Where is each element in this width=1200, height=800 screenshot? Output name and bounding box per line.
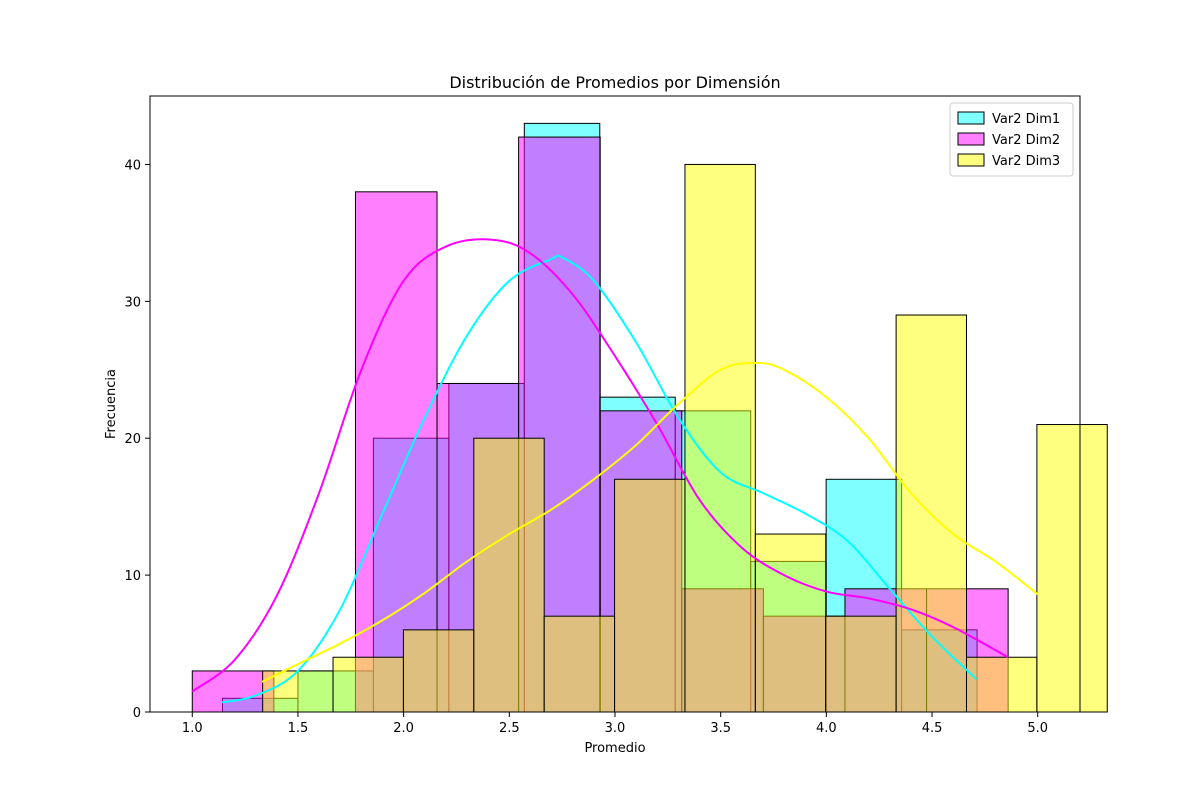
- legend-swatch: [957, 132, 985, 146]
- bars-layer: [191, 122, 1108, 713]
- x-tick-label: 4.0: [816, 721, 837, 736]
- series-3-bar: [543, 615, 616, 713]
- series-3-bar: [754, 533, 827, 713]
- y-tick-label: 10: [124, 569, 141, 584]
- series-3-bars: [262, 163, 1108, 713]
- legend: Var2 Dim1 Var2 Dim2 Var2 Dim3: [949, 102, 1074, 177]
- x-axis-label: Promedio: [584, 741, 645, 756]
- y-axis-label: Frecuencia: [104, 369, 119, 439]
- series-3-bar: [825, 615, 897, 713]
- series-1-kde-line: [221, 254, 978, 704]
- legend-swatch: [957, 111, 985, 125]
- series-3-bar: [332, 656, 404, 713]
- series-3-kde-line: [261, 361, 1039, 683]
- series-3-bar: [614, 478, 686, 713]
- y-tick-label: 40: [124, 158, 141, 173]
- x-tick-label: 3.5: [710, 721, 731, 736]
- y-tick-label: 30: [124, 295, 141, 310]
- x-tick-label: 5.0: [1027, 721, 1048, 736]
- legend-label: Var2 Dim2: [992, 133, 1060, 148]
- x-tick-label: 3.0: [605, 721, 626, 736]
- series-2-bar: [354, 191, 438, 713]
- x-tick-label: 1.5: [288, 721, 309, 736]
- series-2-bar: [191, 670, 275, 713]
- series-3-bar: [966, 656, 1038, 713]
- x-tick-label: 1.0: [182, 721, 203, 736]
- series-3-bar: [402, 629, 475, 713]
- series-3-bar: [1036, 424, 1108, 713]
- kde-layer: [191, 238, 1039, 704]
- legend-label: Var2 Dim1: [992, 112, 1060, 127]
- legend-swatch: [957, 153, 985, 167]
- y-axis-ticks: 0 10 20 30 40: [124, 158, 150, 721]
- x-tick-label: 2.0: [393, 721, 414, 736]
- series-3-bar: [684, 163, 756, 713]
- chart-title: Distribución de Promedios por Dimensión: [449, 73, 780, 92]
- x-tick-label: 4.5: [922, 721, 943, 736]
- x-axis-ticks: 1.0 1.5 2.0 2.5 3.0 3.5 4.0 4.5 5.0: [182, 712, 1048, 736]
- y-tick-label: 20: [124, 432, 141, 447]
- series-2-kde-line: [191, 238, 1009, 693]
- y-tick-label: 0: [133, 706, 141, 721]
- series-3-bar: [473, 437, 545, 713]
- legend-label: Var2 Dim3: [992, 154, 1060, 169]
- x-tick-label: 2.5: [499, 721, 520, 736]
